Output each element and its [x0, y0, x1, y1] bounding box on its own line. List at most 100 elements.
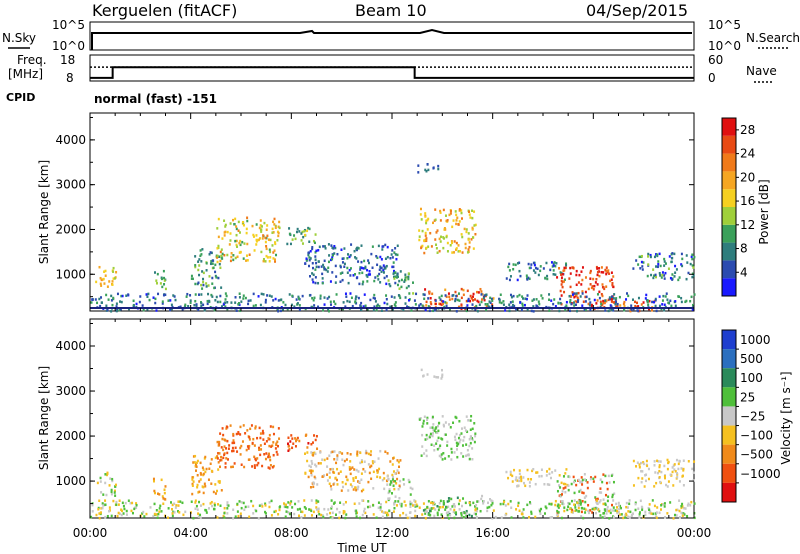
data-cell — [573, 304, 576, 307]
data-cell — [389, 483, 392, 486]
data-cell — [488, 305, 491, 309]
data-cell — [351, 485, 354, 488]
data-cell — [432, 506, 435, 510]
data-cell — [408, 299, 411, 302]
data-cell — [162, 497, 165, 500]
data-cell — [110, 490, 113, 494]
data-cell — [583, 478, 586, 481]
data-cell — [437, 436, 440, 440]
data-cell — [329, 516, 332, 519]
data-cell — [326, 479, 329, 482]
data-cell — [474, 505, 477, 508]
data-cell — [574, 506, 577, 509]
data-cell — [211, 282, 214, 285]
data-cell — [200, 293, 203, 296]
time-tick-label: 12:00 — [375, 526, 410, 540]
data-cell — [309, 293, 312, 297]
data-cell — [190, 277, 193, 280]
data-cell — [477, 300, 480, 304]
data-cell — [324, 247, 327, 250]
data-cell — [202, 280, 205, 284]
data-cell — [564, 266, 567, 270]
data-cell — [527, 276, 530, 280]
data-cell — [367, 259, 370, 262]
data-cell — [638, 513, 641, 516]
data-cell — [328, 454, 331, 457]
data-cell — [256, 463, 259, 467]
data-cell — [533, 263, 536, 267]
data-cell — [339, 470, 342, 473]
data-cell — [307, 442, 310, 445]
data-cell — [173, 511, 176, 514]
data-cell — [334, 246, 337, 250]
data-cell — [596, 273, 599, 277]
data-cell — [329, 468, 332, 471]
data-cell — [618, 507, 621, 511]
data-cell — [505, 277, 508, 280]
data-cell — [261, 464, 264, 468]
data-cell — [625, 513, 628, 517]
data-cell — [566, 508, 569, 512]
data-cell — [404, 302, 407, 305]
data-cell — [511, 480, 514, 483]
data-cell — [315, 506, 318, 509]
data-cell — [499, 293, 502, 296]
data-cell — [202, 472, 205, 476]
data-cell — [589, 271, 592, 275]
data-cell — [412, 292, 415, 295]
data-cell — [321, 277, 324, 280]
data-cell — [270, 445, 273, 448]
freq-label: Freq. — [17, 53, 47, 67]
data-cell — [480, 497, 483, 501]
data-cell — [200, 304, 203, 308]
time-tick-label: 16:00 — [475, 526, 510, 540]
data-cell — [436, 513, 439, 517]
data-cell — [376, 274, 379, 278]
data-cell — [242, 501, 245, 505]
data-cell — [278, 437, 281, 440]
data-cell — [618, 295, 621, 299]
data-cell — [392, 480, 395, 483]
data-cell — [313, 296, 316, 300]
data-cell — [300, 510, 303, 513]
data-cell — [421, 229, 424, 233]
data-cell — [333, 300, 336, 303]
data-cell — [253, 466, 256, 469]
ytick-label: 1000 — [55, 474, 86, 488]
data-cell — [680, 296, 683, 300]
data-cell — [226, 503, 229, 507]
data-cell — [588, 297, 591, 301]
data-cell — [171, 503, 174, 507]
data-cell — [331, 254, 334, 257]
data-cell — [104, 515, 107, 519]
data-cell — [297, 500, 300, 503]
data-cell — [516, 479, 519, 482]
data-cell — [460, 512, 463, 515]
data-cell — [428, 507, 431, 511]
data-cell — [653, 460, 656, 463]
data-cell — [323, 458, 326, 462]
data-cell — [153, 489, 156, 493]
data-cell — [355, 295, 358, 298]
data-cell — [355, 247, 358, 251]
noise-right-label: N.Search — [746, 31, 800, 45]
data-cell — [609, 279, 612, 283]
data-cell — [442, 236, 445, 239]
data-cell — [428, 292, 431, 295]
data-cell — [315, 464, 318, 468]
data-cell — [584, 479, 587, 482]
data-cell — [434, 238, 437, 241]
data-cell — [636, 461, 639, 464]
data-cell — [396, 253, 399, 257]
data-cell — [605, 269, 608, 273]
data-cell — [336, 483, 339, 486]
data-cell — [545, 261, 548, 265]
data-cell — [671, 273, 674, 276]
data-cell — [640, 505, 643, 509]
data-cell — [443, 502, 446, 505]
data-cell — [274, 509, 277, 513]
data-cell — [574, 303, 577, 306]
data-cell — [233, 462, 236, 465]
data-cell — [654, 299, 657, 302]
data-cell — [310, 509, 313, 513]
